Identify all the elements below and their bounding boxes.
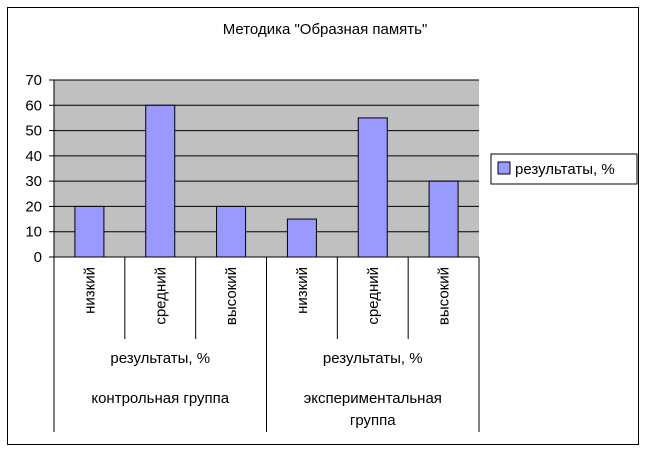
bar [216,205,247,258]
group-name-label: группа [350,412,396,429]
legend-swatch [497,161,511,175]
category-label: низкий [81,267,98,314]
chart-title: Методика "Образная память" [223,21,428,38]
bar [74,205,105,258]
gridlines [54,79,479,233]
y-tick-label: 40 [25,148,42,165]
legend-label: результаты, % [515,161,615,178]
group-series-label: результаты, % [323,350,423,367]
y-tick-label: 10 [25,224,42,241]
group-name-label: контрольная группа [91,390,229,407]
bar [286,218,317,258]
chart: Методика "Образная память" 0 10 20 30 40 50 60… [25,21,638,432]
category-label: средний [365,267,382,325]
category-label: высокий [223,267,240,325]
y-tick-label: 30 [25,173,42,190]
bar [145,104,176,258]
y-tick-label: 0 [34,249,42,266]
category-label: средний [152,267,169,325]
legend-box [490,153,638,185]
plot-area [54,80,479,257]
legend: результаты, % [490,153,638,185]
y-tick-label: 50 [25,123,42,140]
y-tick-label: 60 [25,97,42,114]
category-labels: низкий средний высокий низкий средний высокий… [53,257,480,432]
bar [357,117,388,258]
y-tick-labels: 0 10 20 30 40 50 60 70 [25,72,54,266]
group-name-label: экспериментальная [304,390,442,407]
y-tick-label: 70 [25,72,42,89]
chart-frame: Методика "Образная память" 0 10 20 30 40 50 60… [7,7,639,445]
bar [428,180,459,258]
category-label: низкий [294,267,311,314]
bars [74,104,459,258]
group-series-label: результаты, % [110,350,210,367]
y-tick-label: 20 [25,198,42,215]
category-label: высокий [436,267,453,325]
